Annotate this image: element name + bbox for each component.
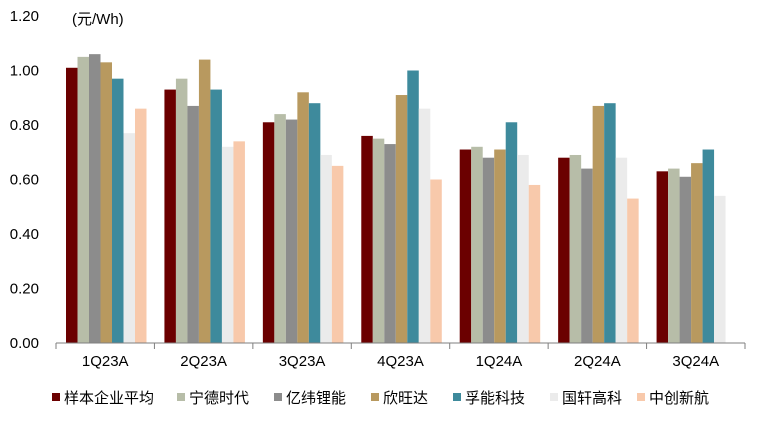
x-tick-label: 3Q24A: [672, 353, 719, 370]
y-axis-ticks: 0.00 0.20 0.40 0.60 0.80 1.00 1.20: [10, 8, 39, 352]
bar: [100, 62, 112, 343]
x-axis-ticks: 1Q23A 2Q23A 3Q23A 4Q23A 1Q24A 2Q24A 3Q24A: [55, 343, 746, 370]
bar: [702, 149, 715, 343]
legend-swatch: [274, 393, 282, 401]
bar: [714, 195, 726, 343]
x-tick-label: 3Q23A: [279, 353, 326, 370]
bar: [604, 103, 616, 343]
legend-swatch: [177, 393, 185, 401]
bar: [505, 122, 518, 344]
bars: [66, 54, 726, 344]
legend-swatch: [550, 393, 558, 401]
bar: [320, 154, 332, 343]
y-tick-label: 1.00: [10, 63, 39, 80]
bar: [297, 92, 309, 343]
x-tick-label: 1Q23A: [82, 353, 129, 370]
bar: [285, 119, 298, 343]
bar: [581, 168, 593, 343]
x-tick-label: 2Q23A: [180, 353, 227, 370]
y-tick-label: 0.20: [10, 281, 39, 298]
bar: [135, 108, 147, 344]
bar: [459, 149, 472, 343]
bar: [592, 105, 605, 343]
bar: [77, 56, 89, 343]
bar: [558, 157, 570, 343]
bar: [627, 198, 639, 343]
legend-label: 中创新航: [649, 389, 709, 407]
bar: [615, 157, 628, 343]
x-tick-label: 2Q24A: [574, 353, 621, 370]
bar: [175, 78, 188, 344]
bar: [89, 54, 101, 344]
bar: [569, 154, 582, 343]
bar: [187, 105, 199, 343]
bar: [395, 95, 408, 344]
bar: [691, 163, 703, 343]
legend-swatch: [453, 393, 461, 401]
legend-label: 亿纬锂能: [286, 389, 346, 407]
bar: [331, 165, 344, 343]
bar: [164, 89, 176, 343]
bar: [471, 146, 483, 343]
y-unit-label: (元/Wh): [72, 11, 124, 28]
legend-swatch: [371, 393, 379, 401]
legend-label: 欣旺达: [383, 389, 428, 407]
bar: [198, 59, 211, 343]
legend: 样本企业平均 宁德时代 亿纬锂能 欣旺达 孚能科技 国轩高科 中创新航: [52, 389, 709, 407]
bar: [668, 168, 680, 343]
bar: [308, 103, 321, 343]
y-tick-label: 0.60: [10, 172, 39, 189]
bar: [384, 144, 396, 343]
bar: [262, 122, 275, 344]
bar: [361, 135, 373, 343]
legend-swatch: [637, 393, 645, 401]
x-tick-label: 1Q24A: [476, 353, 523, 370]
y-tick-label: 0.00: [10, 335, 39, 352]
bar: [407, 70, 419, 343]
bar: [112, 78, 124, 344]
legend-label: 孚能科技: [465, 389, 525, 407]
legend-label: 国轩高科: [562, 389, 622, 407]
y-tick-label: 0.40: [10, 226, 39, 243]
bar: [274, 114, 286, 343]
bar: [372, 138, 385, 343]
bar: [430, 179, 442, 343]
bar: [517, 154, 529, 343]
bar: [494, 149, 506, 343]
bar: [123, 133, 135, 343]
bar: [679, 176, 692, 343]
bar: [233, 141, 245, 343]
bar: [418, 108, 431, 344]
bar: [221, 146, 234, 343]
bar: [482, 157, 495, 343]
y-tick-label: 0.80: [10, 117, 39, 134]
legend-swatch: [52, 393, 60, 401]
bar: [528, 184, 541, 343]
legend-label: 宁德时代: [189, 389, 249, 407]
bar: [66, 67, 78, 344]
y-tick-label: 1.20: [10, 8, 39, 25]
bar: [656, 171, 669, 343]
bar: [210, 89, 222, 343]
x-tick-label: 4Q23A: [377, 353, 424, 370]
legend-label: 样本企业平均: [64, 389, 154, 407]
